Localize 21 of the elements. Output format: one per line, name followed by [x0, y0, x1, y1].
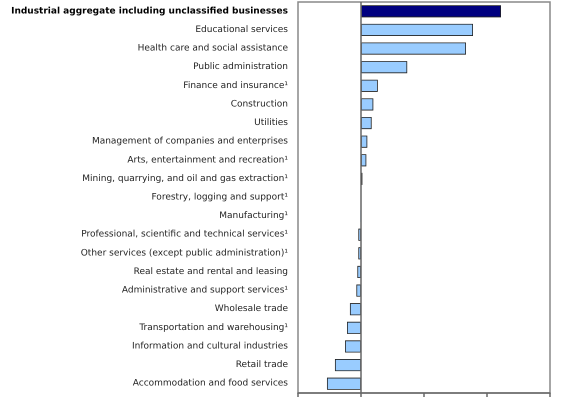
y-tick-label: Educational services	[195, 24, 288, 35]
y-tick-label: Industrial aggregate including unclassified businesses	[11, 6, 288, 16]
y-tick-label: Professional, scientific and technical services¹	[81, 230, 288, 240]
y-tick-label: Finance and insurance¹	[183, 80, 288, 91]
y-tick-label: Accommodation and food services	[132, 378, 288, 389]
y-tick-label: Other services (except public administration)¹	[80, 248, 288, 258]
y-tick-label: Real estate and rental and leasing	[134, 266, 288, 277]
y-tick-label: Utilities	[254, 118, 288, 128]
y-tick-label: Health care and social assistance	[138, 44, 288, 54]
y-tick-label: Transportation and warehousing¹	[138, 322, 288, 333]
y-tick-label: Construction	[230, 99, 288, 110]
y-tick-label: Management of companies and enterprises	[92, 136, 288, 147]
y-tick-label: Public administration	[193, 62, 288, 72]
y-tick-label: Arts, entertainment and recreation¹	[127, 155, 288, 166]
y-tick-label: Manufacturing¹	[219, 211, 288, 222]
y-tick-label: Mining, quarrying, and oil and gas extraction¹	[82, 174, 288, 184]
y-tick-label: Retail trade	[236, 360, 288, 370]
y-tick-label: Administrative and support services¹	[122, 286, 288, 296]
y-tick-label: Forestry, logging and support¹	[151, 192, 288, 202]
y-tick-label: Information and cultural industries	[132, 341, 288, 352]
y-tick-label: Wholesale trade	[214, 304, 288, 314]
